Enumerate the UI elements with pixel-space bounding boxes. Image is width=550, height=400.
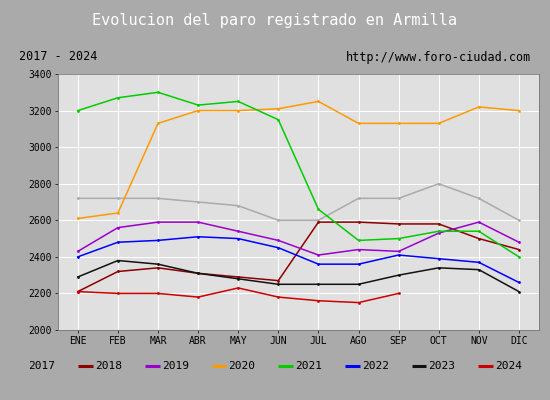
Text: 2017 - 2024: 2017 - 2024 [19, 50, 97, 64]
Text: Evolucion del paro registrado en Armilla: Evolucion del paro registrado en Armilla [92, 14, 458, 28]
Text: 2021: 2021 [295, 361, 322, 371]
Text: 2022: 2022 [362, 361, 389, 371]
Text: 2023: 2023 [428, 361, 455, 371]
Text: 2020: 2020 [228, 361, 255, 371]
Text: 2024: 2024 [495, 361, 522, 371]
Text: 2018: 2018 [95, 361, 122, 371]
Text: 2019: 2019 [162, 361, 189, 371]
Text: http://www.foro-ciudad.com: http://www.foro-ciudad.com [346, 50, 531, 64]
Text: 2017: 2017 [28, 361, 55, 371]
